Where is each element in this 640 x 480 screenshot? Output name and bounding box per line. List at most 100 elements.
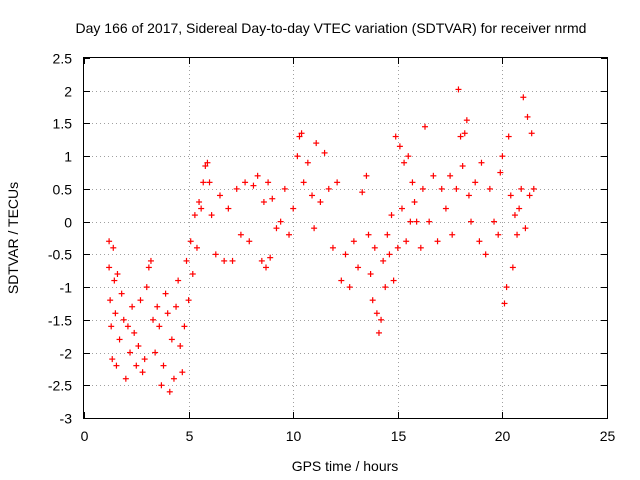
data-point bbox=[131, 329, 138, 336]
data-point bbox=[338, 277, 345, 284]
data-point bbox=[378, 316, 385, 323]
x-tick-label: 5 bbox=[186, 428, 194, 444]
data-point bbox=[384, 231, 391, 238]
data-point bbox=[461, 130, 468, 137]
data-point bbox=[116, 336, 123, 343]
data-point bbox=[503, 284, 510, 291]
x-axis-ticks: 0 5 10 15 20 25 bbox=[81, 58, 616, 444]
data-point bbox=[417, 244, 424, 251]
data-point bbox=[242, 179, 249, 186]
data-point bbox=[403, 238, 410, 245]
data-point bbox=[342, 251, 349, 258]
data-point bbox=[359, 189, 366, 196]
data-point bbox=[133, 362, 140, 369]
data-point bbox=[486, 185, 493, 192]
data-point bbox=[202, 163, 209, 169]
data-point bbox=[113, 362, 120, 369]
data-point bbox=[189, 271, 196, 277]
data-point bbox=[396, 143, 403, 150]
data-point bbox=[290, 205, 297, 212]
data-point bbox=[137, 297, 144, 304]
y-axis-ticks: -3 -2.5 -2 -1.5 -1 -0.5 0 0.5 1 1.5 2 2.5 bbox=[48, 51, 607, 427]
data-point bbox=[269, 195, 276, 202]
data-point bbox=[286, 231, 293, 238]
data-point bbox=[156, 323, 163, 330]
data-point bbox=[419, 185, 426, 192]
data-point bbox=[409, 179, 416, 186]
data-point bbox=[363, 172, 370, 179]
grid bbox=[84, 58, 607, 418]
data-point bbox=[124, 323, 131, 330]
data-point bbox=[200, 179, 207, 186]
data-point bbox=[114, 271, 121, 277]
data-point bbox=[267, 254, 274, 261]
data-point bbox=[300, 179, 307, 186]
data-point bbox=[177, 343, 184, 349]
data-point bbox=[511, 212, 518, 219]
data-point bbox=[442, 205, 449, 212]
data-point bbox=[365, 231, 372, 238]
x-tick-label: 0 bbox=[81, 428, 89, 444]
data-point bbox=[181, 323, 188, 330]
data-point bbox=[392, 133, 399, 140]
data-point bbox=[434, 238, 441, 245]
data-point bbox=[258, 257, 265, 264]
data-point bbox=[112, 310, 119, 317]
data-point bbox=[152, 349, 159, 356]
data-point bbox=[325, 185, 332, 192]
data-point bbox=[478, 159, 485, 166]
data-point bbox=[522, 225, 529, 232]
data-point bbox=[196, 199, 203, 205]
data-point bbox=[507, 192, 514, 199]
data-point bbox=[111, 277, 118, 284]
data-point bbox=[518, 185, 525, 192]
data-point bbox=[373, 310, 380, 317]
data-point bbox=[107, 297, 114, 304]
data-point bbox=[421, 123, 428, 130]
x-tick-label: 20 bbox=[495, 428, 511, 444]
data-point bbox=[127, 349, 134, 356]
data-point bbox=[108, 323, 115, 330]
data-point bbox=[147, 257, 154, 264]
data-point bbox=[208, 212, 215, 219]
y-axis-label: SDTVAR / TECUs bbox=[5, 182, 21, 294]
data-point bbox=[263, 264, 270, 271]
data-point bbox=[334, 179, 341, 186]
data-point bbox=[164, 310, 171, 317]
data-point bbox=[407, 218, 414, 225]
x-axis-label: GPS time / hours bbox=[292, 458, 399, 474]
data-point bbox=[143, 284, 150, 291]
data-point bbox=[129, 303, 136, 310]
data-point bbox=[160, 362, 167, 369]
data-point bbox=[311, 225, 318, 232]
data-point bbox=[390, 277, 397, 284]
y-tick-label: -3 bbox=[60, 411, 73, 427]
y-tick-label: -1.5 bbox=[48, 313, 72, 329]
data-point bbox=[505, 133, 512, 140]
data-point bbox=[206, 179, 213, 186]
plot-frame bbox=[83, 57, 608, 419]
data-point bbox=[106, 264, 113, 271]
data-point bbox=[173, 303, 180, 310]
data-point bbox=[265, 179, 272, 186]
data-point bbox=[449, 231, 456, 238]
data-point bbox=[382, 284, 389, 291]
data-point bbox=[309, 192, 316, 199]
data-point bbox=[369, 297, 376, 304]
data-point bbox=[237, 231, 244, 238]
data-point bbox=[109, 356, 116, 363]
chart-title: Day 166 of 2017, Sidereal Day-to-day VTE… bbox=[76, 20, 587, 36]
data-point bbox=[329, 244, 336, 251]
data-point bbox=[411, 199, 418, 205]
data-point bbox=[183, 257, 190, 264]
data-point bbox=[193, 244, 200, 251]
y-tick-label: 1 bbox=[64, 149, 72, 165]
x-tick-label: 25 bbox=[600, 428, 616, 444]
data-point bbox=[355, 264, 362, 271]
y-tick-label: -1 bbox=[60, 280, 73, 296]
data-point bbox=[516, 205, 523, 212]
data-point bbox=[304, 159, 311, 166]
data-point bbox=[514, 231, 521, 238]
data-point bbox=[528, 130, 535, 137]
data-point bbox=[401, 159, 408, 166]
